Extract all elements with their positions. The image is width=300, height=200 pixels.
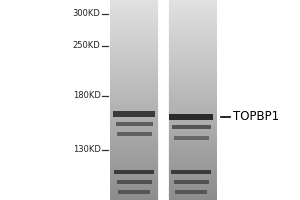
Bar (169, 114, 213, 120)
Bar (113, 111, 155, 117)
Text: TOPBP1: TOPBP1 (232, 110, 279, 123)
Text: 300KD: 300KD (73, 9, 100, 19)
Bar (117, 180, 152, 184)
Bar (172, 170, 211, 174)
Text: 250KD: 250KD (73, 42, 100, 50)
Bar (115, 170, 154, 174)
Bar (174, 136, 208, 140)
Text: 130KD: 130KD (73, 146, 100, 154)
Bar (174, 180, 208, 184)
Bar (175, 190, 207, 194)
Bar (116, 122, 153, 126)
Bar (117, 132, 152, 136)
Bar (172, 125, 211, 129)
Bar (118, 190, 150, 194)
Text: 180KD: 180KD (73, 92, 100, 100)
